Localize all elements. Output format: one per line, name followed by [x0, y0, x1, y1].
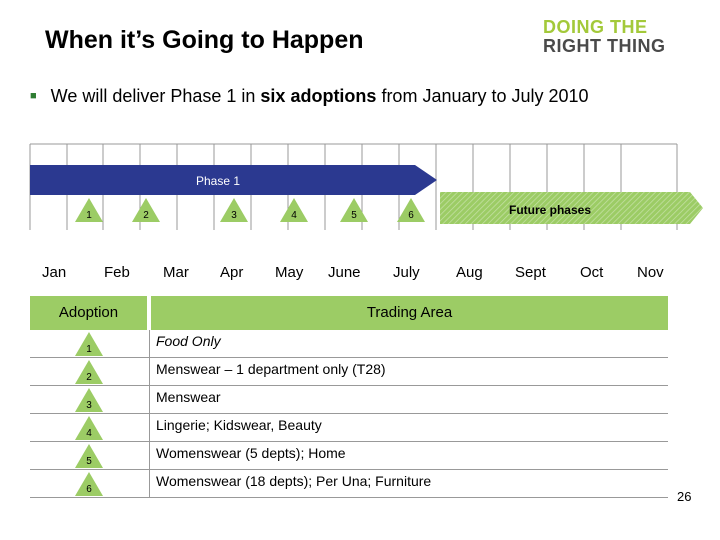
column-divider — [149, 358, 150, 386]
svg-text:2: 2 — [86, 372, 92, 383]
adoption-cell: 2 — [30, 358, 147, 385]
month-label-apr: Apr — [220, 264, 244, 281]
phase-1-label: Phase 1 — [196, 174, 240, 188]
future-phases-label: Future phases — [509, 203, 591, 217]
month-label-aug: Aug — [456, 264, 483, 281]
adoption-cell: 6 — [30, 470, 147, 497]
table-header: Adoption Trading Area — [30, 296, 668, 330]
column-divider — [149, 330, 150, 358]
table-row: 6 Womenswear (18 depts); Per Una; Furnit… — [30, 470, 668, 498]
slide-title: When it’s Going to Happen — [45, 26, 364, 54]
bullet-text-pre: We will deliver Phase 1 in — [50, 86, 261, 106]
adoption-triangle-icon: 4 — [75, 416, 103, 440]
column-divider — [149, 386, 150, 414]
header-adoption: Adoption — [30, 296, 147, 330]
future-phases-arrow — [440, 192, 703, 224]
phase-1-arrow — [30, 165, 437, 195]
table-row: 4 Lingerie; Kidswear, Beauty — [30, 414, 668, 442]
adoption-marker-5: 5 — [340, 198, 368, 222]
svg-text:6: 6 — [408, 210, 414, 221]
trading-area-text: Food Only — [156, 333, 221, 349]
table-row: 2 Menswear – 1 department only (T28) — [30, 358, 668, 386]
trading-area-text: Womenswear (5 depts); Home — [156, 445, 346, 461]
month-label-sept: Sept — [515, 264, 546, 281]
adoption-cell: 3 — [30, 386, 147, 413]
adoption-triangle-icon: 6 — [75, 472, 103, 496]
svg-text:4: 4 — [86, 428, 92, 439]
brand-logo: DOING THE RIGHT THING — [543, 18, 683, 58]
month-label-july: July — [393, 264, 420, 281]
svg-text:1: 1 — [86, 210, 92, 221]
month-label-nov: Nov — [637, 264, 664, 281]
svg-text:4: 4 — [291, 210, 297, 221]
bullet-square-icon: ■ — [30, 90, 37, 102]
month-label-mar: Mar — [163, 264, 189, 281]
adoption-triangle-icon: 1 — [75, 332, 103, 356]
page-number: 26 — [677, 489, 692, 504]
month-label-may: May — [275, 264, 304, 281]
month-label-feb: Feb — [104, 264, 130, 281]
table-row: 5 Womenswear (5 depts); Home — [30, 442, 668, 470]
trading-area-text: Menswear – 1 department only (T28) — [156, 361, 386, 377]
table-row: 1 Food Only — [30, 330, 668, 358]
adoption-triangle-icon: 5 — [75, 444, 103, 468]
month-label-june: June — [328, 264, 361, 281]
trading-area-text: Lingerie; Kidswear, Beauty — [156, 417, 322, 433]
month-label-oct: Oct — [580, 264, 604, 281]
bullet-text-post: from January to July 2010 — [376, 86, 589, 106]
svg-text:1: 1 — [86, 344, 92, 355]
bullet-text-bold: six adoptions — [260, 86, 377, 106]
svg-text:3: 3 — [231, 210, 237, 221]
month-label-jan: Jan — [42, 264, 67, 281]
adoption-marker-3: 3 — [220, 198, 248, 222]
adoption-marker-4: 4 — [280, 198, 308, 222]
svg-text:5: 5 — [351, 210, 357, 221]
column-divider — [149, 470, 150, 498]
column-divider — [149, 442, 150, 470]
svg-text:6: 6 — [86, 484, 92, 495]
adoption-cell: 4 — [30, 414, 147, 441]
logo-line-2: RIGHT THING — [543, 36, 666, 56]
header-trading-area: Trading Area — [151, 296, 668, 330]
table-row: 3 Menswear — [30, 386, 668, 414]
bullet-point: ■ We will deliver Phase 1 in six adoption… — [30, 86, 589, 107]
column-divider — [149, 414, 150, 442]
timeline-graphic: Future phases Phase 1 1 2 3 4 5 6 — [29, 143, 703, 230]
adoption-cell: 1 — [30, 330, 147, 357]
adoption-marker-1: 1 — [75, 198, 103, 222]
adoption-marker-2: 2 — [132, 198, 160, 222]
svg-text:3: 3 — [86, 400, 92, 411]
svg-text:2: 2 — [143, 210, 149, 221]
adoption-marker-6: 6 — [397, 198, 425, 222]
trading-area-text: Menswear — [156, 389, 221, 405]
logo-line-1: DOING THE — [543, 17, 648, 37]
trading-area-text: Womenswear (18 depts); Per Una; Furnitur… — [156, 473, 432, 489]
adoption-cell: 5 — [30, 442, 147, 469]
svg-text:5: 5 — [86, 456, 92, 467]
adoption-triangle-icon: 3 — [75, 388, 103, 412]
adoption-triangle-icon: 2 — [75, 360, 103, 384]
